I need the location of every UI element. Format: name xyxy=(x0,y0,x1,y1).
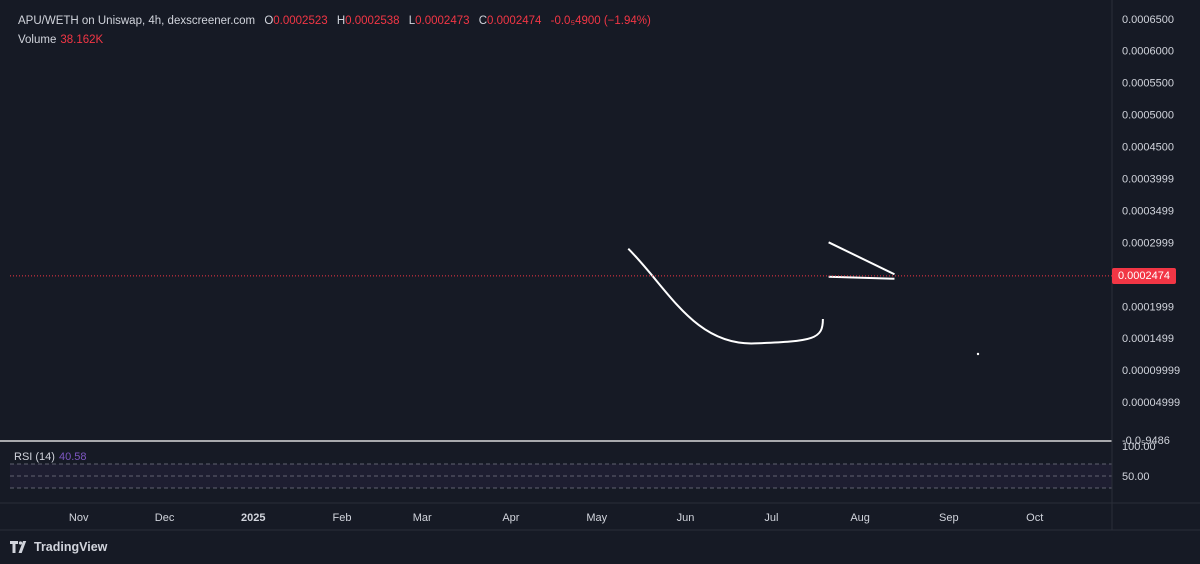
price-tick-label: 0.00004999 xyxy=(1122,397,1180,409)
high-label: H xyxy=(336,15,346,27)
rsi-tick-label: 100.00 xyxy=(1122,441,1156,453)
rounded-bottom-curve[interactable] xyxy=(627,248,824,345)
time-tick-label: 2025 xyxy=(241,512,265,524)
open-value: 0.0002523 xyxy=(273,15,328,27)
tradingview-logo[interactable]: TradingView xyxy=(10,540,107,554)
price-tick-label: 0.0001499 xyxy=(1122,333,1174,345)
volume-label: Volume xyxy=(18,34,57,46)
volume-value: 38.162K xyxy=(60,34,104,46)
symbol-title: APU/WETH on Uniswap, 4h, dexscreener.com xyxy=(18,15,256,27)
tradingview-icon xyxy=(10,541,27,553)
rsi-tick-label: 50.00 xyxy=(1122,471,1150,483)
time-tick-label: Nov xyxy=(69,512,89,524)
price-tick-label: 0.0004500 xyxy=(1122,142,1174,154)
volume-legend: Volume 38.162K xyxy=(18,34,103,46)
low-value: 0.0002473 xyxy=(415,15,470,27)
price-axis: 0.0006500 0.0006000 0.0005500 0.0005000 0.00… xyxy=(1122,14,1180,447)
time-tick-label: Sep xyxy=(939,512,959,524)
low-label: L xyxy=(408,15,416,27)
cursor-dot xyxy=(976,352,980,356)
symbol-header: APU/WETH on Uniswap, 4h, dexscreener.com… xyxy=(18,15,651,27)
time-tick-label: Feb xyxy=(333,512,352,524)
time-tick-label: Mar xyxy=(413,512,432,524)
price-tick-label: -0.0₅9486 xyxy=(1122,435,1170,447)
pennant-upper-line[interactable] xyxy=(828,241,895,276)
price-tick-label: 0.0003499 xyxy=(1122,205,1174,217)
rsi-pane: 100.00 50.00 xyxy=(10,441,1156,489)
price-tick-label: 0.0001999 xyxy=(1122,301,1174,313)
rsi-band xyxy=(10,464,1112,488)
close-label: C xyxy=(478,15,488,27)
price-tick-label: 0.0005000 xyxy=(1122,110,1174,122)
time-tick-label: Apr xyxy=(502,512,519,524)
brand-name: TradingView xyxy=(34,540,108,554)
price-tick-label: 0.0003999 xyxy=(1122,174,1174,186)
time-tick-label: Oct xyxy=(1026,512,1043,524)
rsi-label: RSI (14) xyxy=(14,451,55,463)
time-tick-label: Jun xyxy=(677,512,695,524)
rsi-legend: RSI (14) 40.58 xyxy=(14,451,87,463)
time-axis: Nov Dec 2025 Feb Mar Apr May Jun Jul Aug Sep Oct xyxy=(69,512,1043,524)
time-tick-label: May xyxy=(586,512,607,524)
time-tick-label: Dec xyxy=(155,512,175,524)
close-value: 0.0002474 xyxy=(487,15,542,27)
high-value: 0.0002538 xyxy=(345,15,400,27)
current-price-badge: 0.0002474 xyxy=(1112,267,1176,284)
change-value: -0.0₅4900 (−1.94%) xyxy=(550,15,651,27)
trendline-annotations xyxy=(627,241,980,356)
open-label: O xyxy=(264,15,274,27)
time-tick-label: Aug xyxy=(850,512,870,524)
price-tick-label: 0.0006500 xyxy=(1122,14,1174,26)
pennant-lower-line[interactable] xyxy=(828,275,895,280)
rsi-value: 40.58 xyxy=(58,451,87,463)
price-tick-label: 0.0005500 xyxy=(1122,78,1174,90)
time-tick-label: Jul xyxy=(764,512,778,524)
price-tick-label: 0.0006000 xyxy=(1122,46,1174,58)
price-tick-label: 0.0002999 xyxy=(1122,237,1174,249)
price-tick-label: 0.00009999 xyxy=(1122,365,1180,377)
